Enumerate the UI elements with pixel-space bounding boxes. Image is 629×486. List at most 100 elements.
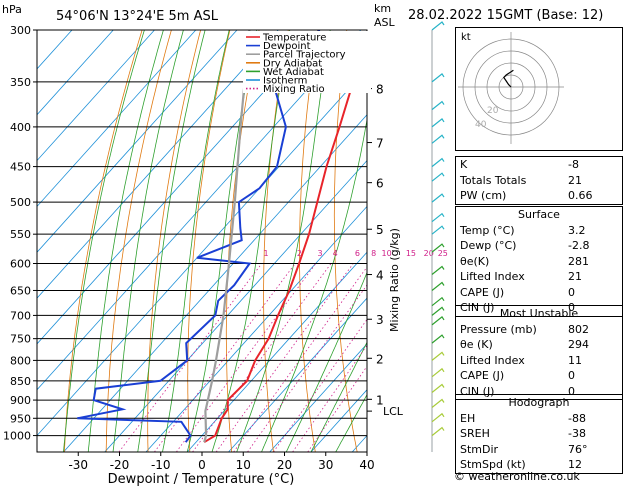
wet-adiabat-line (211, 30, 291, 452)
series-parcel-trajectory (203, 30, 251, 443)
index-row: K -8 (456, 157, 622, 173)
wind-barb (431, 193, 445, 203)
km-tick-label: 3 (376, 313, 384, 327)
wind-barb (431, 212, 445, 223)
x-tick-label: -30 (68, 458, 88, 472)
legend-label: Parcel Trajectory (263, 50, 346, 61)
hodograph-stat-value: 12 (568, 458, 582, 471)
mixing-ratio-line (247, 284, 367, 452)
hodograph-stat-label: StmSpd (kt) (460, 458, 526, 471)
km-tick-label: 6 (376, 177, 384, 191)
index-value: 21 (568, 173, 582, 187)
x-tick-label: 40 (359, 458, 374, 472)
surface-label: CAPE (J) (460, 285, 505, 299)
surface-value: 281 (568, 254, 589, 268)
hodograph-stat-value: 76° (568, 442, 588, 456)
temperature-axis: -30 -20 -10 0 10 20 30 40 (68, 452, 375, 472)
mixing-ratio-labels: 1 2 3 4 6 8 10 15 20 25 (264, 249, 448, 258)
km-tick-label: 4 (376, 269, 384, 283)
index-label: PW (cm) (460, 189, 507, 202)
wet-adiabat-line (285, 271, 367, 452)
hodograph-stat-row: StmDir 76° (456, 442, 622, 458)
index-value: 0.66 (568, 189, 593, 202)
wind-barb (431, 281, 445, 291)
wind-barb (431, 21, 445, 31)
wet-adiabat-line (87, 30, 164, 452)
most-unstable-value: 11 (568, 353, 582, 367)
isotherm-line (104, 159, 367, 452)
isotherm-line (37, 30, 114, 116)
isotherm-line (186, 251, 367, 452)
wind-barbs (431, 21, 445, 452)
most-unstable-label: Lifted Index (460, 353, 525, 367)
surface-value: 0 (568, 301, 575, 314)
asl-label: ASL (374, 16, 396, 29)
wind-barb (431, 265, 445, 275)
legend-background (243, 31, 371, 93)
isotherm-line (37, 30, 362, 391)
pressure-label: 850 (10, 375, 31, 388)
mixing-ratio-line (154, 263, 296, 452)
km-tick-label: 5 (376, 223, 384, 237)
dry-adiabat-line (187, 30, 231, 452)
most-unstable-value: 802 (568, 322, 589, 336)
isotherm-line (63, 114, 367, 452)
x-tick-label: 0 (198, 458, 206, 472)
wind-barb (431, 157, 445, 168)
pressure-label: 450 (10, 161, 31, 174)
wind-barb (431, 306, 445, 316)
wind-barb (431, 367, 445, 378)
isotherm-line (37, 68, 367, 437)
surface-label: CIN (J) (460, 301, 495, 314)
surface-row: Dewp (°C) -2.8 (456, 238, 622, 254)
hodograph-trace (503, 69, 514, 88)
surface-row: CAPE (J) 0 (456, 285, 622, 301)
wind-barb (431, 351, 445, 361)
km-tick-label: 7 (376, 137, 384, 151)
isotherm-line (37, 30, 238, 253)
surface-value: 21 (568, 270, 582, 283)
surface-title: Surface (518, 208, 560, 221)
isotherm-line (37, 30, 197, 208)
most-unstable-row: θe (K) 294 (456, 337, 622, 353)
profile-series (77, 30, 367, 444)
pressure-label: 500 (10, 196, 31, 209)
legend-label: Mixing Ratio (263, 84, 325, 95)
hodograph-stat-row: SREH -38 (456, 426, 622, 442)
pressure-label: 900 (10, 394, 31, 407)
mixing-ratio-line (192, 263, 332, 452)
surface-value: 3.2 (568, 223, 586, 237)
wind-barb (431, 334, 445, 344)
index-value: -8 (568, 158, 579, 171)
wind-barb (431, 134, 445, 144)
mixing-ratio-line (307, 365, 367, 452)
km-label: km (374, 2, 391, 15)
pressure-label: 300 (10, 24, 31, 37)
dry-adiabat-line (333, 30, 358, 452)
hodograph-stat-row: StmSpd (kt) 12 (456, 457, 622, 473)
hodograph-ring-label: 40 (475, 120, 487, 130)
wet-adiabat-line (310, 341, 367, 452)
surface-label: θe(K) (460, 254, 490, 268)
hpa-label: hPa (2, 3, 22, 16)
wind-barb (431, 73, 445, 83)
x-axis-title: Dewpoint / Temperature (°C) (108, 472, 295, 486)
hodograph-unit: kt (461, 32, 471, 43)
pressure-label: 1000 (3, 430, 31, 443)
surface-row: Temp (°C) 3.2 (456, 223, 622, 239)
pressure-label: 600 (10, 257, 31, 270)
wind-barb (431, 398, 445, 408)
most-unstable-value: 0 (568, 384, 575, 398)
dry-adiabat-line (401, 30, 441, 452)
most-unstable-row: Pressure (mb) 802 (456, 322, 622, 338)
mixing-ratio-label: 15 (406, 249, 416, 258)
legend-label: Isotherm (263, 76, 307, 87)
most-unstable-value: 0 (568, 369, 575, 382)
hodograph-ring-label: 20 (487, 106, 499, 116)
mixing-ratio-label: 2 (297, 249, 302, 258)
pressure-axis: 300 350 400 450 500 550 600 650 700 750 800 850 900 9… (3, 24, 37, 443)
surface-row: θe(K) 281 (456, 254, 622, 270)
mixing-ratio-label: 10 (382, 249, 392, 258)
